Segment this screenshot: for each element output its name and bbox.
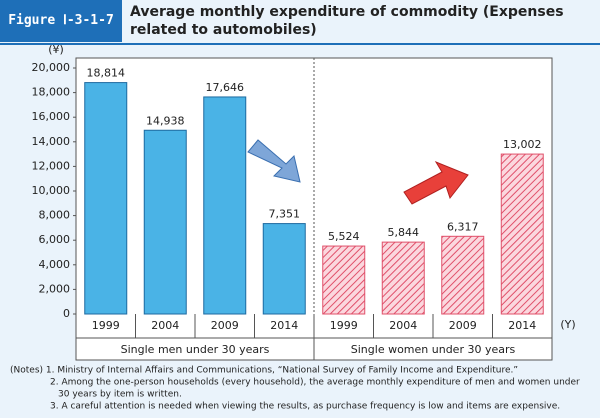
y-tick-label: 6,000 bbox=[39, 233, 71, 246]
bar bbox=[143, 129, 187, 315]
y-tick-label: 14,000 bbox=[32, 135, 71, 148]
bar bbox=[500, 153, 544, 315]
value-label: 14,938 bbox=[146, 114, 185, 127]
value-label: 5,844 bbox=[388, 226, 420, 239]
y-unit: (¥) bbox=[48, 43, 64, 56]
group-label: Single women under 30 years bbox=[351, 343, 516, 356]
y-tick-label: 16,000 bbox=[32, 110, 71, 123]
y-tick-label: 4,000 bbox=[39, 258, 71, 271]
bar bbox=[322, 245, 366, 315]
bar bbox=[381, 241, 425, 315]
x-tick-label: 2004 bbox=[151, 319, 179, 332]
chart-title: Average monthly expenditure of commodity… bbox=[130, 4, 564, 38]
x-tick-label: 2014 bbox=[270, 319, 298, 332]
y-tick-label: 20,000 bbox=[32, 61, 71, 74]
figure-label: Figure Ⅰ-3-1-7 bbox=[0, 0, 122, 42]
value-label: 13,002 bbox=[503, 138, 542, 151]
note: (Notes) 1. Ministry of Internal Affairs … bbox=[10, 366, 518, 376]
note: 3. A careful attention is needed when vi… bbox=[50, 402, 560, 412]
value-label: 18,814 bbox=[87, 67, 126, 80]
group-label: Single men under 30 years bbox=[121, 343, 270, 356]
header-rule bbox=[0, 43, 600, 45]
bar bbox=[441, 235, 485, 315]
x-tick-label: 2009 bbox=[211, 319, 239, 332]
value-label: 17,646 bbox=[206, 81, 245, 94]
y-tick-label: 10,000 bbox=[32, 184, 71, 197]
x-tick-label: 2014 bbox=[508, 319, 536, 332]
value-label: 5,524 bbox=[328, 230, 360, 243]
y-tick-label: 8,000 bbox=[39, 209, 71, 222]
value-label: 6,317 bbox=[447, 220, 479, 233]
bar bbox=[203, 96, 247, 315]
x-tick-label: 1999 bbox=[330, 319, 358, 332]
y-tick-label: 0 bbox=[63, 307, 70, 320]
y-tick-label: 18,000 bbox=[32, 86, 71, 99]
bar bbox=[262, 223, 306, 315]
x-tick-label: 1999 bbox=[92, 319, 120, 332]
x-tick-label: 2009 bbox=[449, 319, 477, 332]
down-arrow bbox=[247, 139, 301, 183]
y-tick-label: 12,000 bbox=[32, 159, 71, 172]
x-unit: (Y) bbox=[560, 318, 575, 331]
y-tick-label: 2,000 bbox=[39, 282, 71, 295]
up-arrow bbox=[403, 160, 469, 205]
note: 30 years by item is written. bbox=[58, 390, 182, 400]
value-label: 7,351 bbox=[269, 208, 301, 221]
x-tick-label: 2004 bbox=[389, 319, 417, 332]
note: 2. Among the one-person households (ever… bbox=[50, 378, 580, 388]
bar bbox=[84, 82, 128, 315]
